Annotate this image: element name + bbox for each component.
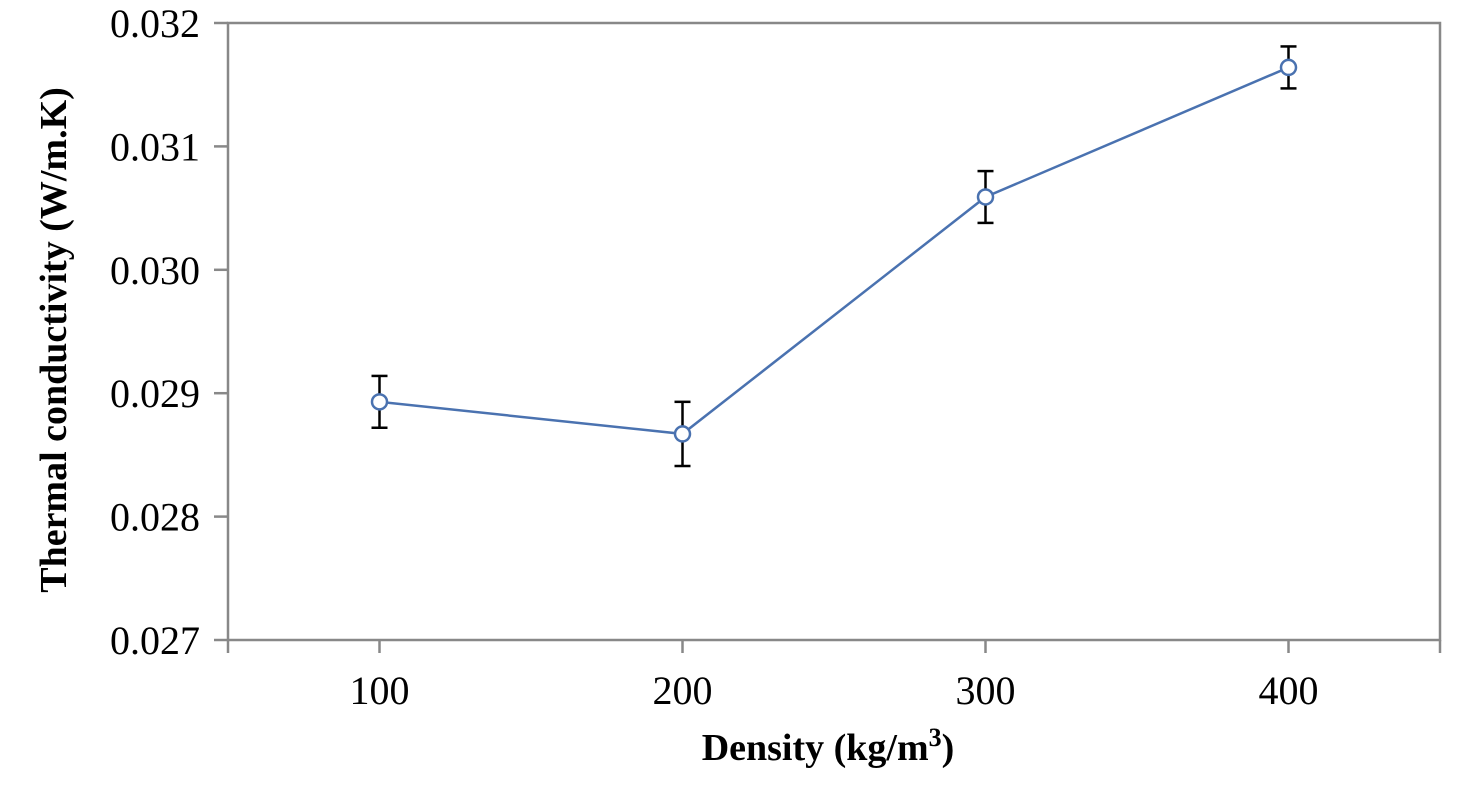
x-tick-label: 200: [653, 668, 713, 713]
y-axis: 0.027 0.028 0.029 0.030 0.031 0.032: [110, 1, 228, 663]
x-axis-title-main: Density (kg/m: [702, 727, 929, 769]
y-tick-label: 0.031: [110, 124, 200, 169]
x-axis-title-superscript: 3: [929, 723, 942, 752]
data-point: [673, 425, 692, 443]
y-axis-title: Thermal conductivity (W/m.K): [33, 87, 75, 593]
data-point: [976, 188, 995, 206]
x-axis-title-suffix: ): [942, 727, 955, 769]
series-layer: [370, 45, 1298, 468]
plot-area-frame: [226, 21, 1442, 642]
data-point: [370, 393, 389, 411]
y-tick-label: 0.027: [110, 618, 200, 663]
series-line: [379, 66, 1289, 436]
x-axis-title: Density (kg/m3): [702, 723, 955, 769]
x-tick-label: 300: [956, 668, 1016, 713]
y-tick-label: 0.029: [110, 371, 200, 416]
y-tick-label: 0.030: [110, 248, 200, 293]
x-tick-label: 100: [350, 668, 410, 713]
y-tick-label: 0.028: [110, 495, 200, 540]
x-axis: 100 200 300 400: [226, 640, 1442, 713]
x-tick-label: 400: [1259, 668, 1319, 713]
y-tick-label: 0.032: [110, 1, 200, 46]
data-point: [1279, 58, 1298, 77]
